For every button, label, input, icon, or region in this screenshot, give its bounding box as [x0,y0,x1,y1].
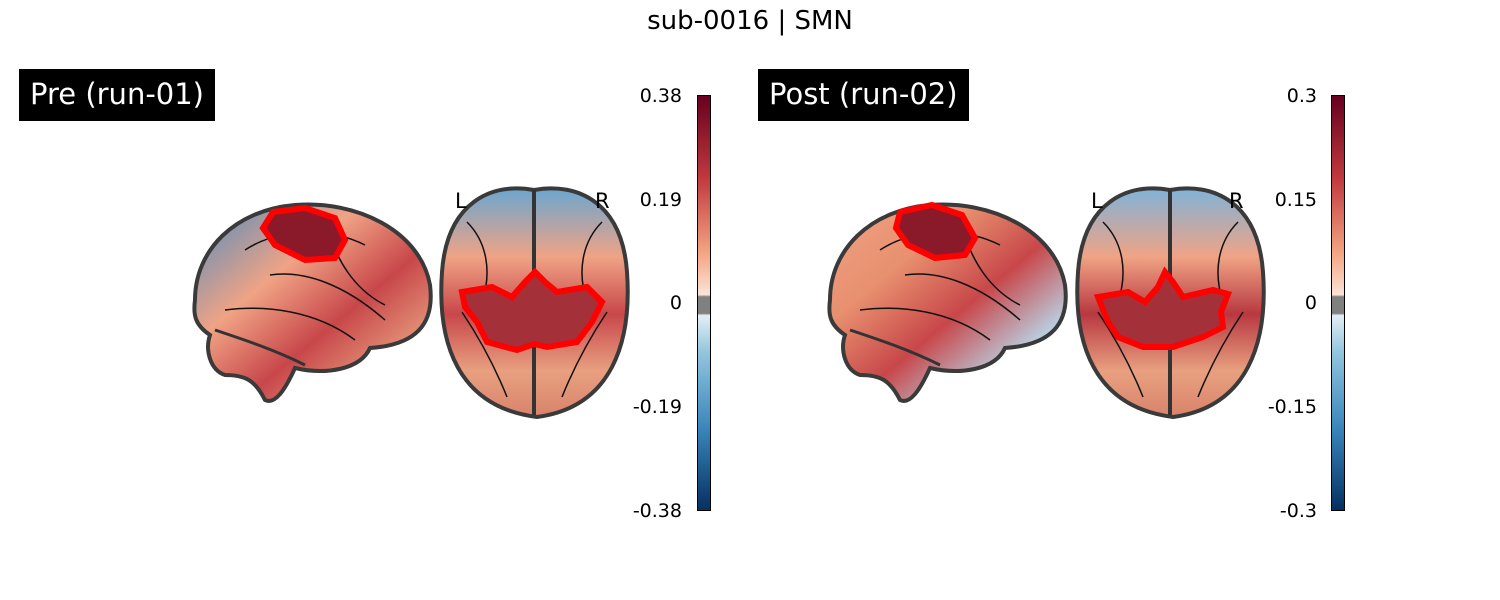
sagittal-brain-view [192,202,433,403]
colorbar-tick: 0 [1304,292,1317,314]
colorbar-tick: -0.38 [632,500,682,522]
colorbar-tick: -0.19 [632,396,682,418]
axial-brain-view [1075,186,1266,420]
colorbar-tick: 0.3 [1286,85,1317,107]
orientation-left-label: L [455,189,467,213]
colorbar [697,95,711,511]
colorbar-tick: 0 [669,292,682,314]
colorbar-tick: 0.38 [639,85,682,107]
axial-brain-view [439,186,630,420]
colorbar-tick: -0.15 [1267,396,1317,418]
orientation-left-label: L [1091,189,1103,213]
colorbar-tick: 0.15 [1274,189,1317,211]
orientation-right-label: R [1229,189,1244,213]
colorbar [1331,95,1345,511]
colorbar-tick: -0.3 [1279,500,1317,522]
orientation-right-label: R [595,189,610,213]
panel-label: Post (run-02) [758,69,969,121]
sagittal-brain-view [827,201,1068,403]
panel-label: Pre (run-01) [19,69,215,121]
figure-title: sub-0016 | SMN [647,6,853,36]
colorbar-tick: 0.19 [639,189,682,211]
